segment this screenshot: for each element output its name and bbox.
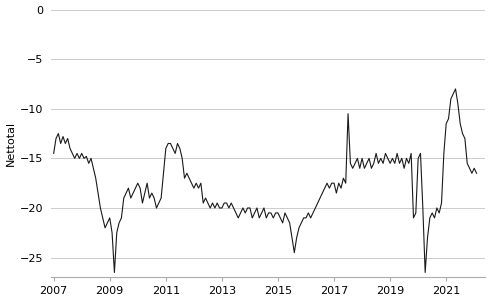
Y-axis label: Nettotal: Nettotal [5,121,16,166]
